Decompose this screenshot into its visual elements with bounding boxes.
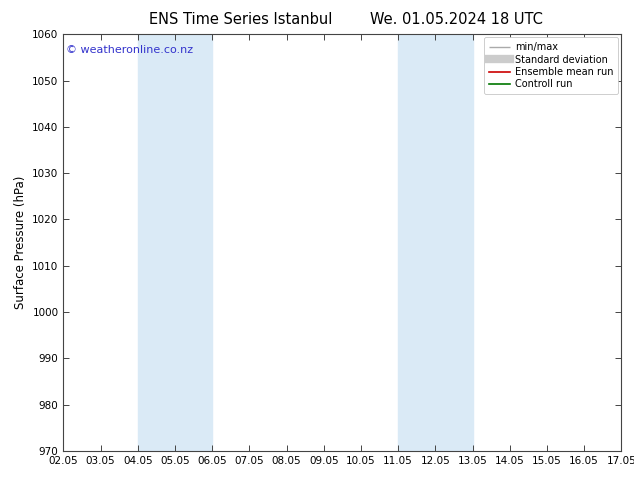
Y-axis label: Surface Pressure (hPa): Surface Pressure (hPa) (14, 176, 27, 309)
Bar (138, 34, 212, 451)
Legend: min/max, Standard deviation, Ensemble mean run, Controll run: min/max, Standard deviation, Ensemble me… (484, 37, 618, 94)
Text: ENS Time Series Istanbul: ENS Time Series Istanbul (149, 12, 333, 27)
Text: © weatheronline.co.nz: © weatheronline.co.nz (66, 45, 193, 55)
Bar (398, 34, 472, 451)
Text: We. 01.05.2024 18 UTC: We. 01.05.2024 18 UTC (370, 12, 543, 27)
